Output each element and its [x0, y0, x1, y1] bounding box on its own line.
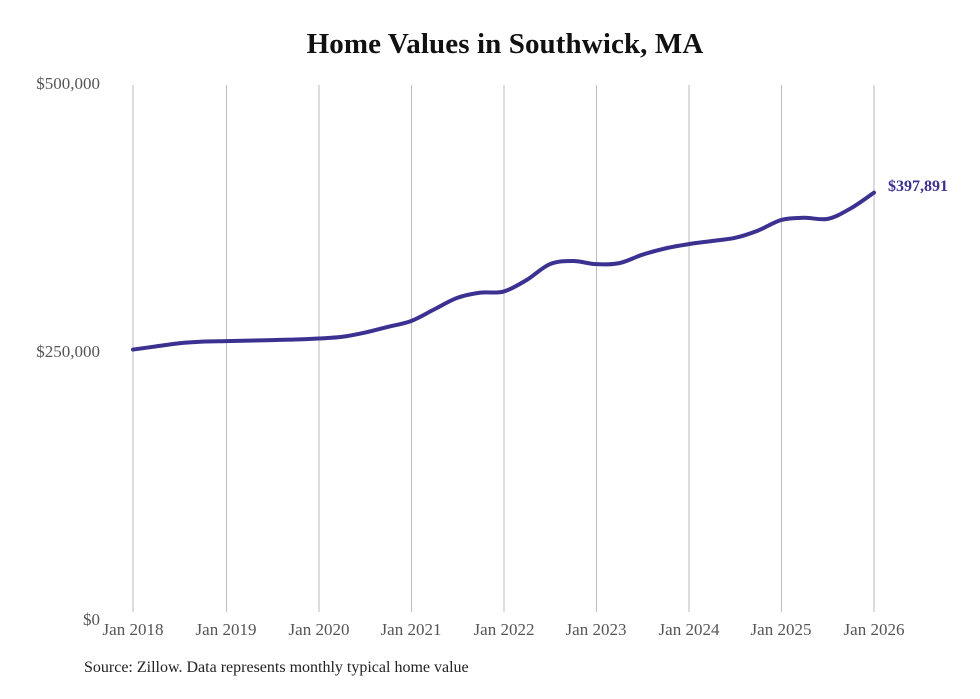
xtick-label-jan-2021: Jan 2021 — [380, 620, 442, 639]
gridlines-group — [132, 85, 875, 612]
xtick-label-jan-2020: Jan 2020 — [288, 620, 350, 639]
xtick-label-jan-2022: Jan 2022 — [473, 620, 535, 639]
ytick-label-250000: $250,000 — [36, 342, 100, 361]
ytick-label-0: $0 — [83, 610, 100, 629]
end-value-annotation: $397,891 — [888, 177, 948, 195]
home-value-line — [131, 190, 876, 352]
source-note: Source: Zillow. Data represents monthly … — [84, 659, 469, 676]
page-title: Home Values in Southwick, MA — [306, 28, 704, 60]
xtick-label-jan-2019: Jan 2019 — [195, 620, 257, 639]
xtick-label-jan-2024: Jan 2024 — [658, 620, 720, 639]
xtick-label-jan-2025: Jan 2025 — [750, 620, 812, 639]
ytick-label-500000: $500,000 — [36, 74, 100, 93]
xtick-label-jan-2023: Jan 2023 — [565, 620, 627, 639]
xtick-label-jan-2026: Jan 2026 — [843, 620, 905, 639]
xtick-label-jan-2018: Jan 2018 — [102, 620, 164, 639]
